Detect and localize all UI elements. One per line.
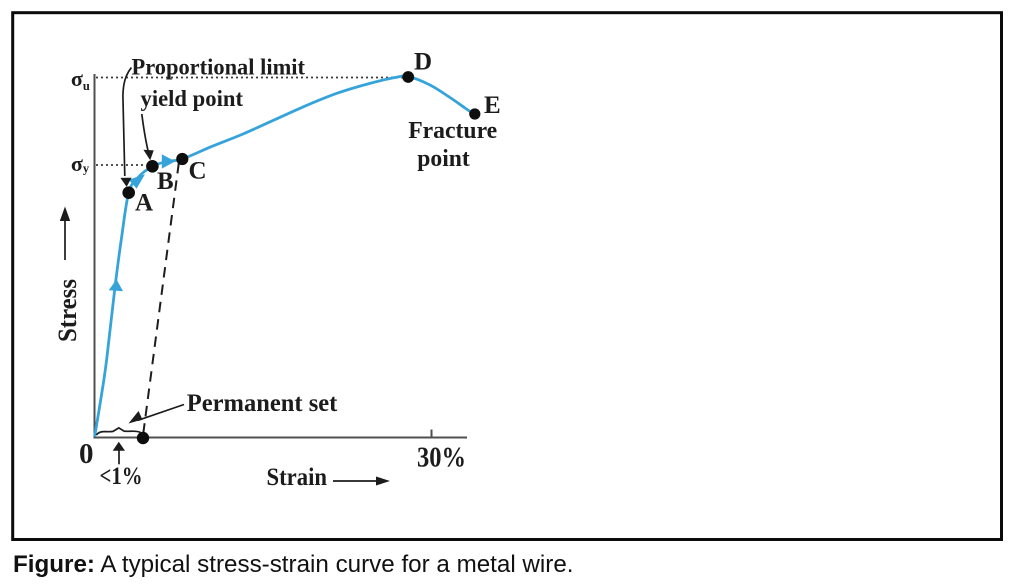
svg-text:E: E: [484, 92, 501, 119]
svg-text:Permanent set: Permanent set: [187, 390, 338, 417]
svg-text:B: B: [157, 168, 174, 195]
svg-text:yield point: yield point: [141, 86, 244, 112]
svg-text:<1%: <1%: [100, 461, 143, 490]
svg-text:D: D: [414, 49, 432, 76]
svg-text:A: A: [135, 190, 153, 217]
svg-text:30%: 30%: [417, 443, 466, 474]
svg-text:point: point: [417, 145, 470, 172]
svg-text:Fracture: Fracture: [408, 117, 497, 144]
svg-text:0: 0: [79, 438, 94, 470]
svg-text:Figure: A typical stress-strai: Figure: A typical stress-strain curve fo…: [13, 551, 574, 578]
svg-text:Proportional limit: Proportional limit: [132, 55, 306, 81]
svg-text:C: C: [189, 158, 207, 185]
svg-text:Stress: Stress: [53, 279, 82, 342]
svg-text:Strain: Strain: [267, 464, 328, 491]
